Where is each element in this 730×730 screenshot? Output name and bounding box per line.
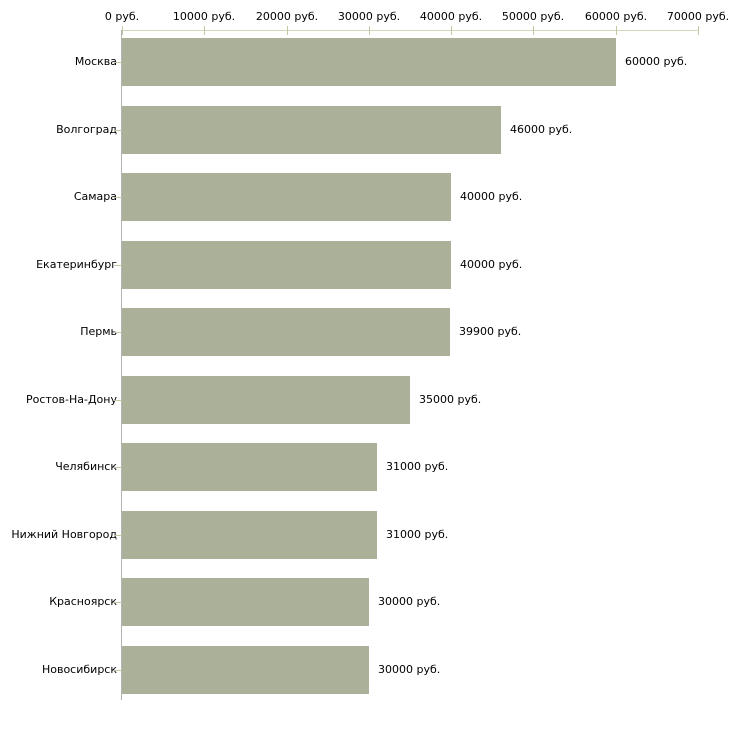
- category-tick: [114, 602, 122, 603]
- bar: [122, 443, 377, 491]
- bar: [122, 376, 410, 424]
- x-axis-tick-label: 70000 руб.: [666, 10, 730, 23]
- bar: [122, 173, 451, 221]
- category-tick: [114, 265, 122, 266]
- category-label: Волгоград: [56, 123, 117, 136]
- bar-value-label: 31000 руб.: [386, 528, 449, 541]
- bar-value-label: 39900 руб.: [459, 325, 522, 338]
- bar-value-label: 35000 руб.: [419, 393, 482, 406]
- x-axis-tick-label: 40000 руб.: [419, 10, 483, 23]
- category-label: Нижний Новгород: [11, 528, 117, 541]
- x-axis-tick-label: 20000 руб.: [255, 10, 319, 23]
- bar-value-label: 30000 руб.: [378, 663, 441, 676]
- category-label: Челябинск: [55, 460, 117, 473]
- x-axis-tick: [122, 26, 123, 35]
- x-axis-tick: [287, 26, 288, 35]
- x-axis-tick: [451, 26, 452, 35]
- category-label: Самара: [73, 190, 117, 203]
- category-label: Пермь: [80, 325, 117, 338]
- bar-value-label: 46000 руб.: [510, 123, 573, 136]
- bar: [122, 578, 369, 626]
- bar: [122, 106, 501, 154]
- category-label: Ростов-На-Дону: [25, 393, 117, 406]
- bar: [122, 511, 377, 559]
- x-axis-tick: [204, 26, 205, 35]
- category-tick: [114, 130, 122, 131]
- category-tick: [114, 670, 122, 671]
- x-axis-tick: [369, 26, 370, 35]
- bar-value-label: 31000 руб.: [386, 460, 449, 473]
- bar: [122, 646, 369, 694]
- category-tick: [114, 535, 122, 536]
- category-tick: [114, 400, 122, 401]
- bar: [122, 308, 450, 356]
- category-label: Москва: [74, 55, 117, 68]
- bar-value-label: 60000 руб.: [625, 55, 688, 68]
- category-label: Екатеринбург: [36, 258, 117, 271]
- x-axis-tick-label: 60000 руб.: [584, 10, 648, 23]
- x-axis-tick-label: 10000 руб.: [172, 10, 236, 23]
- x-axis-tick-label: 0 руб.: [104, 10, 140, 23]
- category-tick: [114, 467, 122, 468]
- category-tick: [114, 197, 122, 198]
- x-axis-tick-label: 50000 руб.: [501, 10, 565, 23]
- category-tick: [114, 332, 122, 333]
- x-axis-line: [121, 30, 699, 31]
- category-tick: [114, 62, 122, 63]
- bar-value-label: 30000 руб.: [378, 595, 441, 608]
- x-axis-tick: [698, 26, 699, 35]
- bar: [122, 38, 616, 86]
- bar-value-label: 40000 руб.: [460, 258, 523, 271]
- bar: [122, 241, 451, 289]
- category-label: Красноярск: [49, 595, 117, 608]
- x-axis-tick: [533, 26, 534, 35]
- y-axis-line: [121, 30, 122, 700]
- x-axis-tick: [616, 26, 617, 35]
- category-label: Новосибирск: [41, 663, 117, 676]
- x-axis-tick-label: 30000 руб.: [337, 10, 401, 23]
- bar-value-label: 40000 руб.: [460, 190, 523, 203]
